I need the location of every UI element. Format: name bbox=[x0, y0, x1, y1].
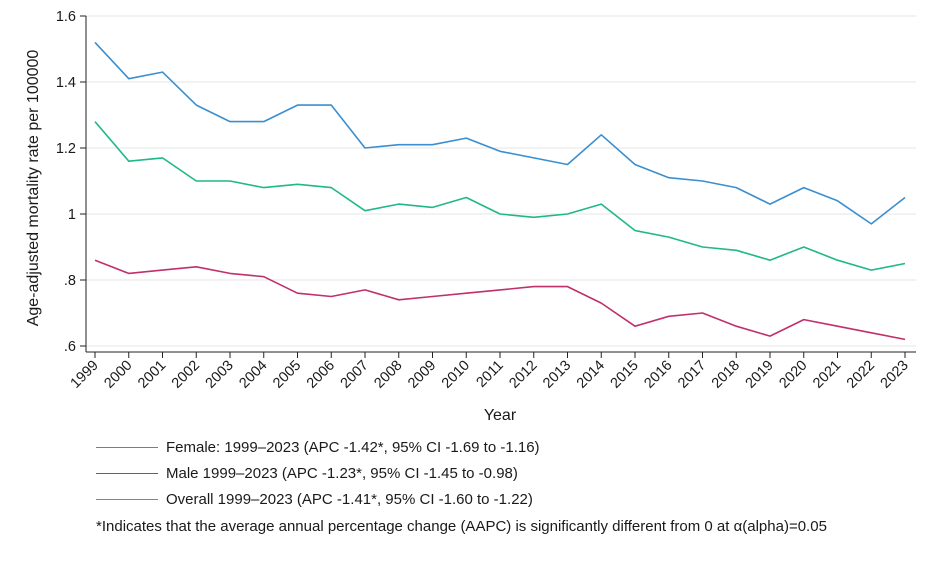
series-line-male bbox=[94, 259, 906, 341]
x-axis-ticks: 1999 2000 2001 2002 2003 2004 2005 2006 2007 2008… bbox=[68, 352, 912, 392]
axes bbox=[85, 16, 916, 353]
x-tick-label: 2002 bbox=[169, 358, 203, 392]
x-tick-label: 2021 bbox=[810, 358, 844, 392]
x-tick-label: 2010 bbox=[439, 358, 473, 392]
series-lines bbox=[94, 41, 906, 341]
x-tick-label: 1999 bbox=[68, 358, 102, 392]
x-tick-label: 2020 bbox=[776, 358, 810, 392]
series-line-overall bbox=[94, 121, 906, 271]
x-axis-title: Year bbox=[484, 407, 517, 424]
x-tick-label: 2007 bbox=[338, 358, 372, 392]
x-tick-label: 2004 bbox=[236, 358, 270, 392]
x-tick-label: 2008 bbox=[371, 358, 405, 392]
x-tick-label: 2011 bbox=[473, 358, 506, 391]
footnote: *Indicates that the average annual perce… bbox=[96, 518, 827, 535]
y-tick-label: 1.2 bbox=[56, 141, 76, 157]
y-tick-label: 1.6 bbox=[56, 9, 76, 25]
x-tick-label: 2001 bbox=[135, 358, 169, 392]
x-tick-label: 2023 bbox=[878, 358, 912, 392]
x-tick-label: 2006 bbox=[304, 358, 338, 392]
legend-label-overall: Overall 1999–2023 (APC -1.41*, 95% CI -1… bbox=[166, 490, 533, 508]
x-tick-label: 2019 bbox=[743, 358, 777, 392]
x-tick-label: 2009 bbox=[405, 358, 439, 392]
y-tick-label: .6 bbox=[64, 339, 76, 355]
y-tick-label: 1.4 bbox=[56, 75, 76, 91]
x-tick-label: 2003 bbox=[203, 358, 237, 392]
x-tick-label: 2014 bbox=[574, 358, 608, 392]
y-tick-label: 1 bbox=[68, 207, 76, 223]
legend-swatch-male bbox=[96, 472, 158, 474]
x-tick-label: 2000 bbox=[101, 358, 135, 392]
legend-label-male: Male 1999–2023 (APC -1.23*, 95% CI -1.45… bbox=[166, 464, 518, 482]
legend: Female: 1999–2023 (APC -1.42*, 95% CI -1… bbox=[96, 434, 540, 512]
y-axis-ticks: .6 .8 1 1.2 1.4 1.6 bbox=[56, 9, 86, 355]
x-tick-label: 2022 bbox=[844, 358, 878, 392]
legend-swatch-female bbox=[96, 446, 158, 448]
legend-label-female: Female: 1999–2023 (APC -1.42*, 95% CI -1… bbox=[166, 438, 540, 456]
legend-swatch-overall bbox=[96, 498, 158, 500]
y-tick-label: .8 bbox=[64, 273, 76, 289]
x-tick-label: 2012 bbox=[506, 358, 540, 392]
y-axis-title: Age-adjusted mortality rate per 100000 bbox=[25, 50, 42, 327]
x-tick-label: 2017 bbox=[675, 358, 709, 392]
x-tick-label: 2015 bbox=[608, 358, 642, 392]
legend-item-male: Male 1999–2023 (APC -1.23*, 95% CI -1.45… bbox=[96, 460, 540, 486]
x-tick-label: 2005 bbox=[270, 358, 304, 392]
legend-item-overall: Overall 1999–2023 (APC -1.41*, 95% CI -1… bbox=[96, 486, 540, 512]
x-tick-label: 2018 bbox=[709, 358, 743, 392]
series-line-female bbox=[94, 41, 906, 225]
legend-item-female: Female: 1999–2023 (APC -1.42*, 95% CI -1… bbox=[96, 434, 540, 460]
x-tick-label: 2016 bbox=[641, 358, 675, 392]
x-tick-label: 2013 bbox=[540, 358, 574, 392]
